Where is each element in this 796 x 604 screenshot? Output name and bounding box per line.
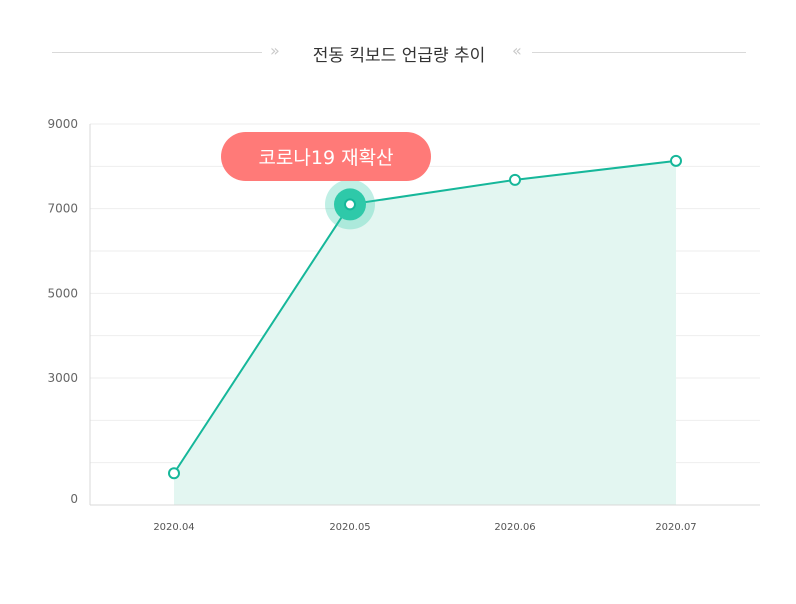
chart-title: 전동 킥보드 언급량 추이 [312, 46, 486, 66]
x-tick-label: 2020.04 [153, 522, 194, 533]
annotation-pill [221, 132, 431, 181]
y-tick-label: 5000 [47, 286, 78, 300]
y-tick-label: 7000 [47, 202, 78, 216]
chevron-right-icon: » [270, 41, 280, 60]
y-tick-label: 9000 [47, 117, 78, 131]
annotation-callout: 코로나19 재확산 [221, 132, 431, 181]
data-points [168, 154, 682, 480]
data-point [344, 198, 356, 211]
y-tick-label: 3000 [47, 371, 78, 385]
data-point [670, 154, 682, 167]
annotation-label: 코로나19 재확산 [258, 147, 393, 169]
chart-title-row: » 전동 킥보드 언급량 추이 « [52, 34, 746, 72]
x-tick-label: 2020.06 [494, 522, 535, 533]
area-shape [174, 160, 676, 505]
chevron-left-icon: « [512, 41, 522, 60]
title-divider-right [532, 52, 746, 53]
y-tick-labels: 0 3000 5000 7000 9000 [47, 117, 78, 506]
x-tick-label: 2020.07 [655, 522, 696, 533]
title-divider-left [52, 52, 262, 53]
axes [89, 124, 760, 506]
data-point [509, 173, 521, 186]
x-tick-labels: 2020.04 2020.05 2020.06 2020.07 [153, 522, 696, 533]
data-point [168, 467, 180, 480]
y-tick-label: 0 [70, 492, 78, 506]
series-polyline [173, 159, 677, 474]
x-tick-label: 2020.05 [329, 522, 370, 533]
series-line [173, 159, 677, 474]
area-fill [174, 160, 676, 505]
